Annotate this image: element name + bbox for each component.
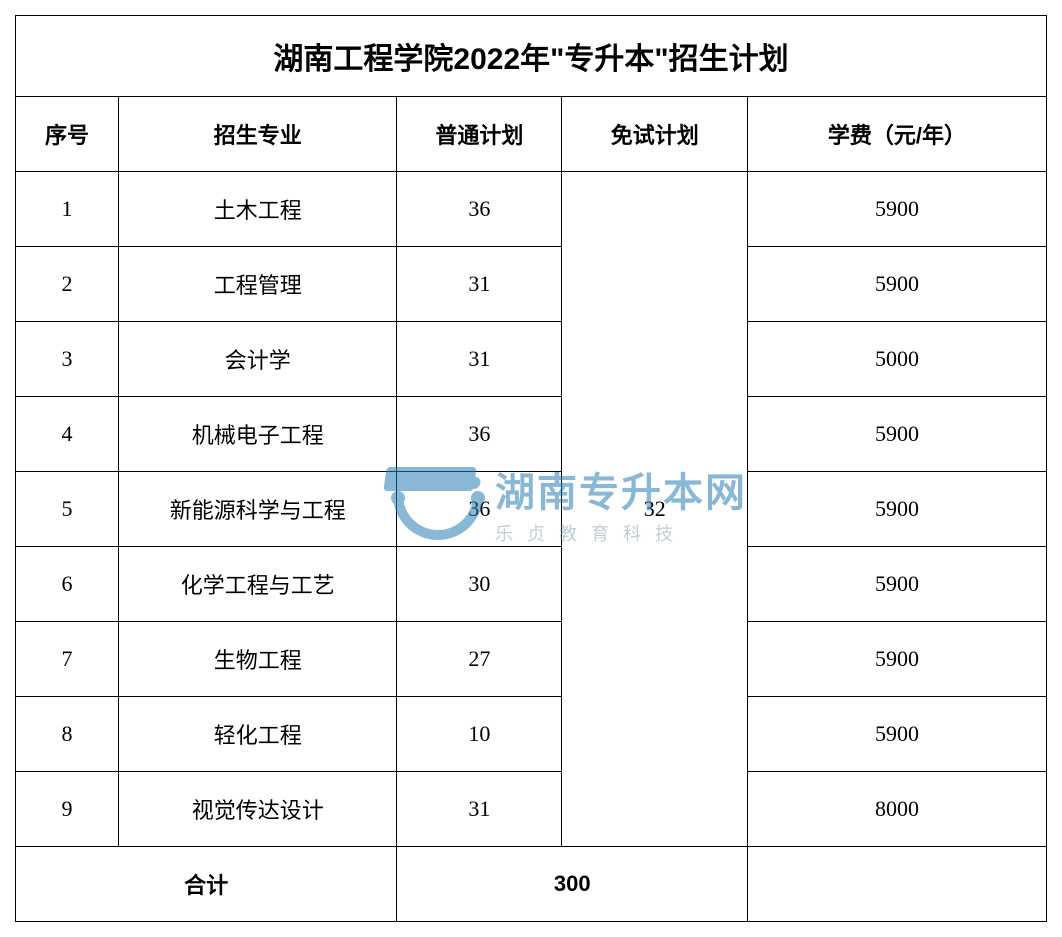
enrollment-table: 湖南工程学院2022年"专升本"招生计划 序号 招生专业 普通计划 免试计划 学… (15, 15, 1047, 922)
document-wrapper: 湖南工程学院2022年"专升本"招生计划 序号 招生专业 普通计划 免试计划 学… (15, 15, 1047, 922)
cell-major: 工程管理 (119, 247, 397, 322)
cell-regular: 10 (397, 697, 562, 772)
cell-seq: 5 (16, 472, 119, 547)
cell-seq: 2 (16, 247, 119, 322)
table-row: 6 化学工程与工艺 30 5900 (16, 547, 1047, 622)
col-exempt-plan: 免试计划 (562, 97, 748, 172)
col-major: 招生专业 (119, 97, 397, 172)
cell-major: 会计学 (119, 322, 397, 397)
cell-regular: 36 (397, 472, 562, 547)
cell-regular: 27 (397, 622, 562, 697)
cell-seq: 9 (16, 772, 119, 847)
table-row: 5 新能源科学与工程 36 5900 (16, 472, 1047, 547)
cell-major: 新能源科学与工程 (119, 472, 397, 547)
cell-tuition: 5900 (747, 622, 1046, 697)
cell-regular: 36 (397, 397, 562, 472)
cell-tuition: 5900 (747, 697, 1046, 772)
cell-tuition: 5000 (747, 322, 1046, 397)
table-row: 3 会计学 31 5000 (16, 322, 1047, 397)
cell-major: 机械电子工程 (119, 397, 397, 472)
cell-seq: 4 (16, 397, 119, 472)
table-row: 7 生物工程 27 5900 (16, 622, 1047, 697)
cell-seq: 3 (16, 322, 119, 397)
col-regular-plan: 普通计划 (397, 97, 562, 172)
cell-major: 视觉传达设计 (119, 772, 397, 847)
table-row: 4 机械电子工程 36 5900 (16, 397, 1047, 472)
cell-seq: 6 (16, 547, 119, 622)
table-row: 2 工程管理 31 5900 (16, 247, 1047, 322)
cell-regular: 30 (397, 547, 562, 622)
col-seq: 序号 (16, 97, 119, 172)
table-row: 1 土木工程 36 32 5900 (16, 172, 1047, 247)
cell-tuition: 5900 (747, 472, 1046, 547)
cell-seq: 1 (16, 172, 119, 247)
table-row: 9 视觉传达设计 31 8000 (16, 772, 1047, 847)
cell-regular: 36 (397, 172, 562, 247)
cell-regular: 31 (397, 247, 562, 322)
col-tuition: 学费（元/年） (747, 97, 1046, 172)
cell-seq: 7 (16, 622, 119, 697)
cell-regular: 31 (397, 322, 562, 397)
total-empty (747, 847, 1046, 922)
title-row: 湖南工程学院2022年"专升本"招生计划 (16, 16, 1047, 97)
cell-tuition: 5900 (747, 397, 1046, 472)
cell-exempt-merged: 32 (562, 172, 748, 847)
total-row: 合计 300 (16, 847, 1047, 922)
cell-major: 生物工程 (119, 622, 397, 697)
cell-major: 土木工程 (119, 172, 397, 247)
total-value: 300 (397, 847, 748, 922)
cell-tuition: 5900 (747, 247, 1046, 322)
cell-tuition: 8000 (747, 772, 1046, 847)
table-title: 湖南工程学院2022年"专升本"招生计划 (16, 16, 1047, 97)
cell-major: 轻化工程 (119, 697, 397, 772)
header-row: 序号 招生专业 普通计划 免试计划 学费（元/年） (16, 97, 1047, 172)
cell-tuition: 5900 (747, 172, 1046, 247)
cell-regular: 31 (397, 772, 562, 847)
table-row: 8 轻化工程 10 5900 (16, 697, 1047, 772)
cell-seq: 8 (16, 697, 119, 772)
cell-major: 化学工程与工艺 (119, 547, 397, 622)
total-label: 合计 (16, 847, 397, 922)
cell-tuition: 5900 (747, 547, 1046, 622)
